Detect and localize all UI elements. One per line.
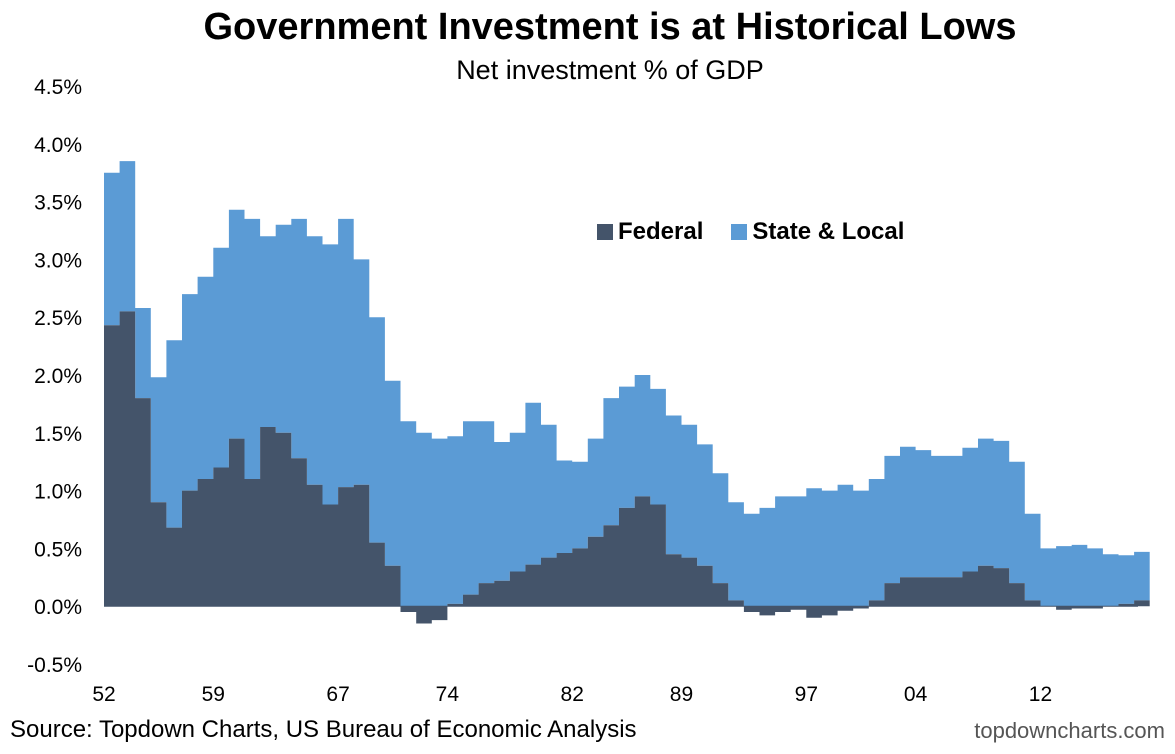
x-tick-label: 89 [670,683,693,706]
x-tick-label: 12 [1029,683,1052,706]
area-series-federal [104,311,1150,624]
y-tick-label: 4.5% [34,76,82,99]
y-tick-label: 4.0% [34,134,82,157]
chart-legend: Federal State & Local [597,218,904,246]
legend-item-federal: Federal [597,218,703,246]
legend-label-state-local: State & Local [752,218,905,245]
legend-swatch-federal [597,224,613,240]
legend-label-federal: Federal [618,218,704,245]
area-series-state-local [104,161,1150,607]
y-tick-label: 0.5% [34,538,82,561]
x-tick-label: 67 [326,683,349,706]
y-tick-label: 3.5% [34,192,82,215]
legend-swatch-state-local [731,224,748,240]
x-tick-label: 82 [561,683,584,706]
x-tick-label: 97 [795,683,818,706]
x-tick-label: 52 [92,683,115,706]
x-tick-label: 04 [904,683,928,706]
y-tick-label: 2.5% [34,307,82,330]
y-tick-label: 0.0% [34,596,82,619]
chart-title: Government Investment is at Historical L… [203,6,1017,48]
y-tick-label: 1.0% [34,481,82,504]
y-tick-label: 3.0% [34,249,82,272]
source-note: Source: Topdown Charts, US Bureau of Eco… [10,716,637,743]
x-tick-label: 74 [436,683,460,706]
brand-credit: topdowncharts.com [974,718,1165,743]
chart-subtitle: Net investment % of GDP [456,55,764,85]
legend-item-state-local: State & Local [731,218,904,246]
y-tick-label: 1.5% [34,423,82,446]
x-tick-label: 59 [202,683,225,706]
y-tick-label: 2.0% [34,365,82,388]
y-tick-label: -0.5% [27,654,82,677]
